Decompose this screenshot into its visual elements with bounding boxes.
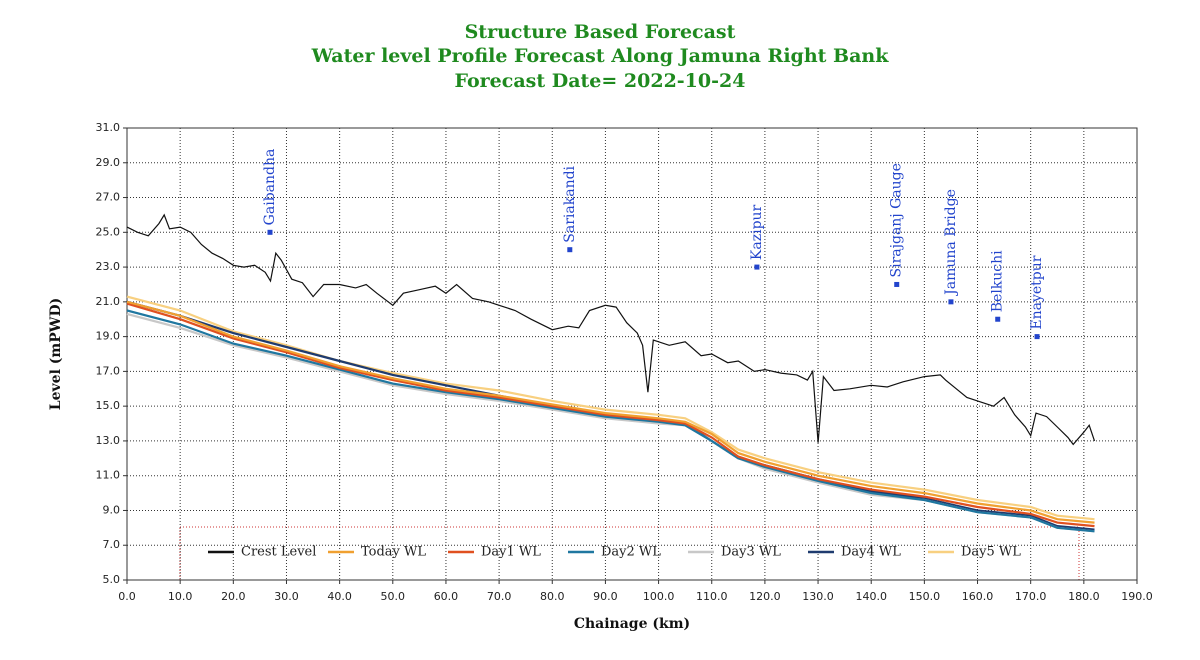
legend-label: Day5 WL xyxy=(961,545,1021,560)
legend-label: Today WL xyxy=(361,545,426,560)
station-marker xyxy=(754,264,760,270)
station-label: Jamuna Bridge xyxy=(943,189,959,297)
x-tick-label: 120.0 xyxy=(749,590,781,603)
y-tick-label: 29.0 xyxy=(96,156,121,169)
station-marker xyxy=(894,281,900,287)
x-tick-label: 140.0 xyxy=(855,590,887,603)
y-tick-label: 15.0 xyxy=(96,399,121,412)
station-marker xyxy=(948,299,954,305)
legend-label: Crest Level xyxy=(241,545,316,560)
x-tick-label: 130.0 xyxy=(802,590,834,603)
station-label: Belkuchi xyxy=(990,250,1006,312)
legend-label: Day1 WL xyxy=(481,545,541,560)
chart-subtitle: Water level Profile Forecast Along Jamun… xyxy=(311,45,890,67)
x-tick-label: 180.0 xyxy=(1068,590,1100,603)
x-tick-label: 190.0 xyxy=(1121,590,1153,603)
station-label: Sariakandi xyxy=(562,165,578,242)
x-axis-label: Chainage (km) xyxy=(574,616,690,632)
series-line xyxy=(126,300,1095,524)
series-line xyxy=(126,295,1095,521)
x-tick-label: 160.0 xyxy=(962,590,994,603)
chart-title: Structure Based Forecast xyxy=(465,21,736,43)
y-tick-label: 19.0 xyxy=(96,330,121,343)
plot-frame xyxy=(126,127,1138,581)
x-tick-label: 100.0 xyxy=(643,590,675,603)
x-tick-label: 50.0 xyxy=(381,590,406,603)
y-tick-label: 5.0 xyxy=(103,573,121,586)
y-tick-label: 13.0 xyxy=(96,434,121,447)
y-tick-label: 7.0 xyxy=(103,538,121,551)
station-marker xyxy=(1034,334,1040,340)
legend-label: Day4 WL xyxy=(841,545,901,560)
y-tick-label: 11.0 xyxy=(96,469,121,482)
station-label: Kazipur xyxy=(749,204,765,260)
station-marker xyxy=(567,247,573,253)
y-tick-label: 17.0 xyxy=(96,364,121,377)
x-tick-label: 0.0 xyxy=(118,590,136,603)
y-tick-label: 9.0 xyxy=(103,503,121,516)
y-tick-label: 25.0 xyxy=(96,225,121,238)
series-line xyxy=(126,302,1095,528)
legend-label: Day2 WL xyxy=(601,545,661,560)
chart-subtitle: Forecast Date= 2022-10-24 xyxy=(455,70,746,92)
legend-label: Day3 WL xyxy=(721,545,781,560)
x-tick-label: 10.0 xyxy=(168,590,193,603)
x-tick-label: 40.0 xyxy=(327,590,352,603)
y-axis-label: Level (mPWD) xyxy=(48,298,64,410)
x-tick-label: 170.0 xyxy=(1015,590,1047,603)
y-tick-label: 31.0 xyxy=(96,121,121,134)
station-label: Sirajganj Gauge xyxy=(889,163,905,277)
station-marker xyxy=(267,229,273,235)
y-tick-label: 21.0 xyxy=(96,295,121,308)
station-marker xyxy=(995,316,1001,322)
x-tick-label: 20.0 xyxy=(221,590,246,603)
x-tick-label: 60.0 xyxy=(434,590,459,603)
station-label: Gaibandha xyxy=(262,149,278,226)
y-tick-label: 23.0 xyxy=(96,260,121,273)
station-label: Enayetpur xyxy=(1029,255,1045,329)
series-line xyxy=(126,309,1095,533)
x-tick-label: 90.0 xyxy=(593,590,618,603)
series-line xyxy=(126,213,1096,446)
x-tick-label: 110.0 xyxy=(696,590,728,603)
x-tick-label: 80.0 xyxy=(540,590,565,603)
y-tick-label: 27.0 xyxy=(96,191,121,204)
x-tick-label: 150.0 xyxy=(909,590,941,603)
x-tick-label: 30.0 xyxy=(274,590,299,603)
x-tick-label: 70.0 xyxy=(487,590,512,603)
